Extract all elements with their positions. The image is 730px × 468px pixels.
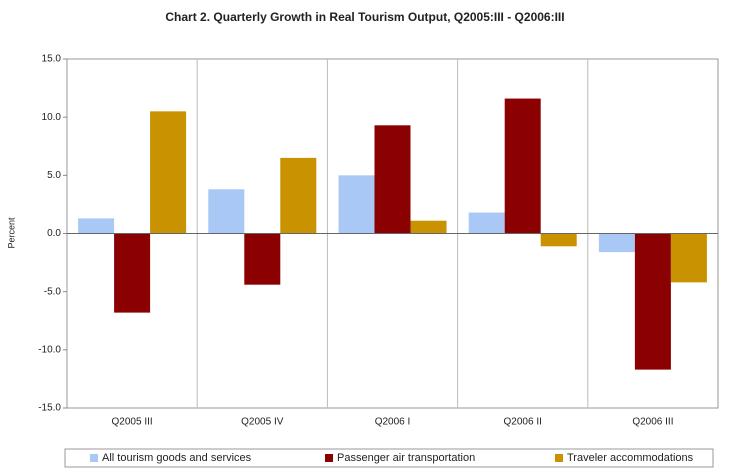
legend-marker [555, 454, 563, 462]
bar [244, 233, 281, 285]
bar [78, 218, 115, 234]
y-tick-label: 5.0 [47, 170, 61, 181]
legend-marker [325, 454, 333, 462]
x-tick-label: Q2006 I [375, 417, 411, 428]
bar [114, 233, 151, 313]
x-tick-label: Q2006 III [632, 417, 673, 428]
bar [670, 233, 707, 283]
x-tick-label: Q2006 II [504, 417, 542, 428]
y-tick-label: -5.0 [44, 286, 62, 297]
bar [504, 98, 541, 234]
bar [280, 157, 317, 234]
bar [598, 233, 635, 253]
x-tick-label: Q2005 IV [241, 417, 284, 428]
y-tick-label: 15.0 [42, 54, 62, 65]
bar [150, 111, 187, 234]
bar [468, 212, 505, 234]
legend-label: Traveler accommodations [567, 452, 694, 464]
bar [634, 233, 671, 370]
chart-title: Chart 2. Quarterly Growth in Real Touris… [165, 10, 564, 24]
bar [338, 175, 375, 234]
legend-label: All tourism goods and services [102, 452, 252, 464]
y-tick-label: 0.0 [47, 228, 61, 239]
bar [410, 220, 447, 234]
legend-label: Passenger air transportation [337, 452, 475, 464]
y-axis-label: Percent [6, 217, 16, 249]
bar [374, 125, 411, 234]
legend-box [64, 448, 714, 468]
y-tick-label: -15.0 [38, 403, 61, 414]
x-tick-label: Q2005 III [112, 417, 153, 428]
y-tick-label: 10.0 [42, 112, 62, 123]
bar [208, 189, 245, 234]
legend-marker [90, 454, 98, 462]
y-tick-label: -10.0 [38, 344, 61, 355]
bar [540, 233, 577, 247]
